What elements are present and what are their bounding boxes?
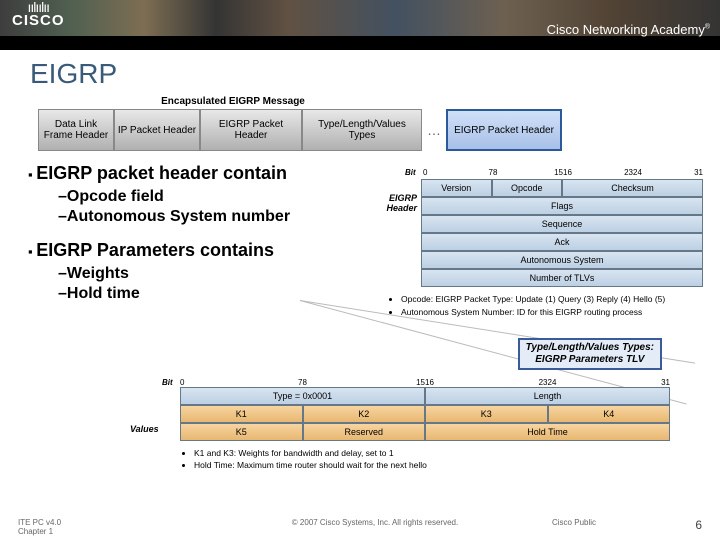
tlv-cell: K1	[180, 405, 303, 423]
tlv-cell: K5	[180, 423, 303, 441]
pkt-cell: Opcode	[492, 179, 563, 197]
encap-label: Encapsulated EIGRP Message	[38, 96, 428, 107]
pkt-note: Autonomous System Number: ID for this EI…	[401, 306, 710, 319]
encap-cell: EIGRP Packet Header	[200, 109, 302, 151]
encap-cell: Type/Length/Values Types	[302, 109, 422, 151]
encap-dots: …	[422, 109, 446, 151]
pkt-table: VersionOpcodeChecksumFlagsSequenceAckAut…	[421, 179, 703, 287]
encap-diagram: Encapsulated EIGRP Message Data Link Fra…	[38, 96, 720, 151]
packet-header-diagram: Bit 0 7 8 15 16 23 24 31 EIGRP Header Ve…	[375, 168, 710, 319]
tlv-cell: K2	[303, 405, 426, 423]
encap-cell-hi: EIGRP Packet Header	[446, 109, 562, 151]
page-title: EIGRP	[0, 50, 720, 94]
tlv-note: Hold Time: Maximum time router should wa…	[194, 459, 690, 471]
cisco-logo: ıılıılıı CISCO	[12, 2, 65, 29]
footer-center: © 2007 Cisco Systems, Inc. All rights re…	[198, 518, 552, 536]
logo-bars: ıılıılıı	[12, 2, 65, 12]
tlv-cell: Hold Time	[425, 423, 670, 441]
encap-cell: Data Link Frame Header	[38, 109, 114, 151]
tlv-cell: K3	[425, 405, 548, 423]
pkt-notes: Opcode: EIGRP Packet Type: Update (1) Qu…	[383, 293, 710, 319]
encap-cell: IP Packet Header	[114, 109, 200, 151]
tlv-title: Type/Length/Values Types: EIGRP Paramete…	[518, 338, 662, 370]
footer-page: 6	[672, 518, 702, 536]
tlv-side-label: Values	[130, 424, 159, 434]
academy-text: Cisco Networking Academy®	[547, 22, 710, 37]
tlv-notes: K1 and K3: Weights for bandwidth and del…	[180, 447, 690, 471]
tlv-cell: Reserved	[303, 423, 426, 441]
tlv-note: K1 and K3: Weights for bandwidth and del…	[194, 447, 690, 459]
tlv-table: Type = 0x0001Length K1K2K3K4 K5ReservedHol…	[180, 387, 670, 441]
pkt-side-label: EIGRP Header	[375, 179, 421, 287]
tlv-bit-ruler: 0 7 8 15 16 23 24 31	[180, 378, 670, 387]
logo-text: CISCO	[12, 12, 65, 29]
pkt-cell: Number of TLVs	[421, 269, 703, 287]
pkt-cell: Sequence	[421, 215, 703, 233]
pkt-cell: Autonomous System	[421, 251, 703, 269]
tlv-diagram: Type/Length/Values Types: EIGRP Paramete…	[130, 378, 690, 471]
bit-label: Bit	[162, 378, 173, 387]
bit-label: Bit	[405, 168, 416, 177]
tlv-cell: Length	[425, 387, 670, 405]
pkt-bit-ruler: 0 7 8 15 16 23 24 31	[423, 168, 703, 177]
pkt-cell: Checksum	[562, 179, 703, 197]
pkt-cell: Flags	[421, 197, 703, 215]
pkt-cell: Ack	[421, 233, 703, 251]
encap-row: Data Link Frame Header IP Packet Header …	[38, 109, 578, 151]
tlv-cell: Type = 0x0001	[180, 387, 425, 405]
pkt-cell: Version	[421, 179, 492, 197]
tlv-cell: K4	[548, 405, 671, 423]
header-bar: ıılıılıı CISCO Cisco Networking Academy®	[0, 0, 720, 50]
footer-left: ITE PC v4.0 Chapter 1	[18, 518, 198, 536]
pkt-note: Opcode: EIGRP Packet Type: Update (1) Qu…	[401, 293, 710, 306]
footer-right: Cisco Public	[552, 518, 672, 536]
footer: ITE PC v4.0 Chapter 1 © 2007 Cisco Syste…	[0, 518, 720, 536]
